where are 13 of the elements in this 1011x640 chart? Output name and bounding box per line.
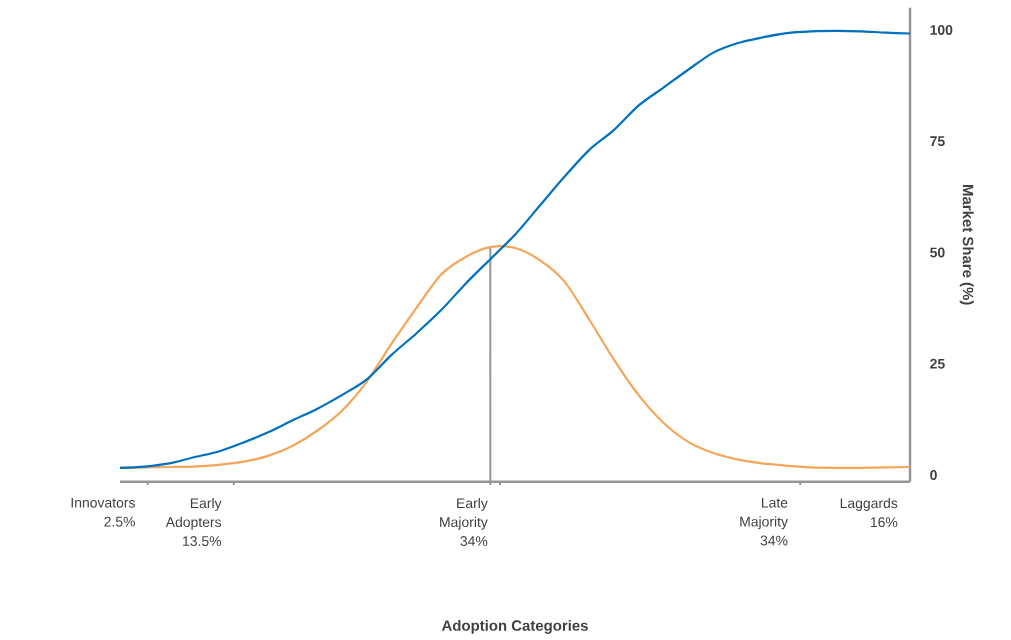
text: Innovators 2.5% xyxy=(71,497,135,527)
y-tick-label: 75 xyxy=(930,136,945,147)
y-tick-label: 25 xyxy=(930,358,945,369)
line-series xyxy=(118,29,912,469)
text: Adoption Categories xyxy=(441,619,588,634)
y-axis-title: Market Share (%) xyxy=(959,185,974,305)
text: Early Majority 34% xyxy=(440,497,488,546)
y-tick-label: 50 xyxy=(930,247,945,258)
y-tick-label: 100 xyxy=(930,25,953,35)
text: Late Majority 34% xyxy=(740,497,788,546)
text: Early Adopters 13.5% xyxy=(165,497,222,546)
text: Laggards 16% xyxy=(840,497,898,528)
y-tick-label: 0 xyxy=(930,470,937,480)
